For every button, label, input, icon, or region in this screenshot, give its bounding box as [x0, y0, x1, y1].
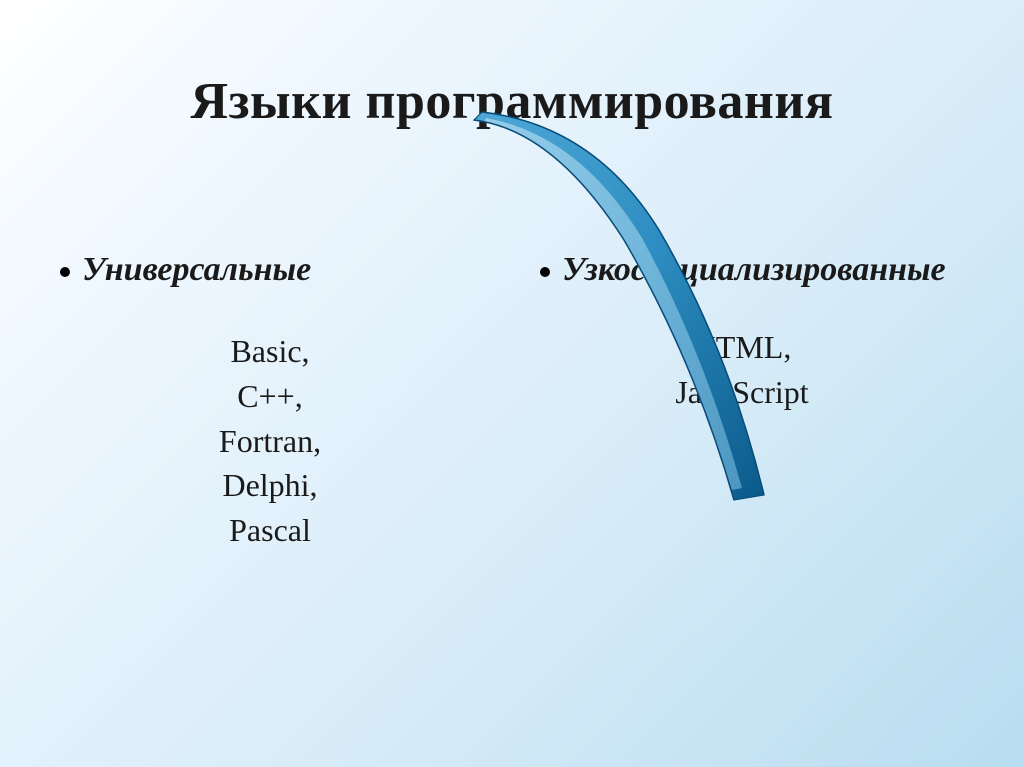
right-category-header: Узкоспециализированные	[540, 251, 984, 289]
list-item: Basic,	[100, 329, 440, 374]
right-column: Узкоспециализированные HTML, JavaScript	[520, 251, 984, 553]
list-item: Pascal	[100, 508, 440, 553]
list-item: Fortran,	[100, 419, 440, 464]
left-category-header: Универсальные	[60, 251, 480, 289]
right-category-label: Узкоспециализированные	[562, 251, 946, 289]
slide-title: Языки программирования	[0, 0, 1024, 131]
list-item: JavaScript	[580, 370, 904, 415]
left-category-label: Универсальные	[82, 251, 311, 289]
list-item: HTML,	[580, 325, 904, 370]
list-item: C++,	[100, 374, 440, 419]
left-column: Универсальные Basic, C++, Fortran, Delph…	[60, 251, 480, 553]
right-language-list: HTML, JavaScript	[540, 325, 984, 415]
bullet-icon	[60, 267, 70, 277]
content-area: Универсальные Basic, C++, Fortran, Delph…	[0, 131, 1024, 553]
bullet-icon	[540, 267, 550, 277]
left-language-list: Basic, C++, Fortran, Delphi, Pascal	[60, 329, 480, 553]
list-item: Delphi,	[100, 463, 440, 508]
